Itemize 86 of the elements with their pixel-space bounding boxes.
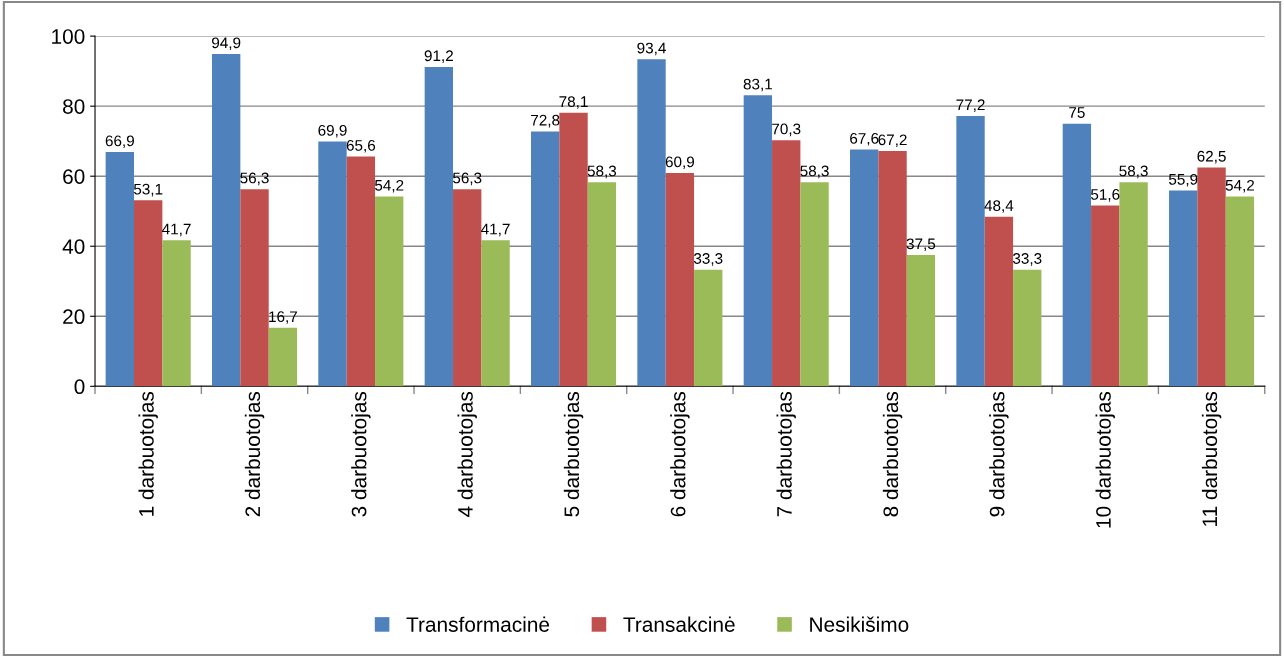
data-label: 67,6 [850, 132, 879, 146]
bar [694, 269, 723, 387]
data-label: 56,3 [240, 172, 269, 186]
data-label: 77,2 [956, 99, 985, 112]
data-label: 54,2 [374, 179, 404, 193]
data-label: 70,3 [772, 123, 801, 137]
data-label: 78,1 [559, 96, 588, 109]
data-label: 48,4 [984, 200, 1014, 213]
x-tick-label: 9 darbuotojas [989, 391, 1009, 517]
data-label: 60,9 [665, 156, 695, 170]
data-label: 58,3 [587, 165, 617, 179]
x-tick-label: 8 darbuotojas [882, 391, 903, 517]
data-label: 41,7 [162, 223, 191, 237]
data-label: 16,7 [269, 311, 297, 324]
data-label: 62,5 [1197, 150, 1226, 164]
data-label: 53,1 [133, 183, 163, 197]
x-tick-label: 4 darbuotojas [457, 391, 477, 517]
data-label: 93,4 [637, 42, 666, 56]
x-tick-label: 10 darbuotojas [1095, 391, 1115, 528]
data-label: 37,5 [906, 238, 936, 252]
bar [1091, 205, 1120, 387]
x-tick-label: 1 darbuotojas [138, 391, 158, 516]
bar [637, 59, 666, 387]
data-label: 66,9 [105, 135, 134, 149]
x-tick-label: 2 darbuotojas [244, 391, 265, 517]
x-tick-label: 7 darbuotojas [776, 391, 796, 517]
bar [162, 240, 191, 387]
legend-label: Transformacinė [406, 616, 550, 632]
bar [956, 115, 985, 387]
y-tick-label: 0 [74, 379, 85, 395]
y-tick-label: 20 [63, 309, 85, 325]
bar [878, 150, 907, 387]
data-label: 51,6 [1090, 189, 1120, 202]
bar [268, 327, 298, 387]
y-tick-label: 40 [62, 239, 85, 254]
data-label: 67,2 [878, 134, 907, 147]
bar [743, 95, 773, 387]
bar [984, 216, 1014, 387]
data-label: 54,2 [1225, 179, 1255, 193]
bar [772, 140, 801, 387]
x-tick-label: 6 darbuotojas [670, 391, 690, 517]
bar [105, 152, 135, 387]
bar [800, 182, 829, 387]
data-label: 58,3 [1119, 165, 1148, 179]
y-tick-label: 80 [63, 99, 85, 114]
data-label: 33,3 [1012, 253, 1042, 266]
bar [559, 112, 588, 387]
bar [346, 156, 376, 387]
bar [375, 196, 404, 387]
data-label: 33,3 [693, 253, 723, 266]
data-label: 56,3 [452, 172, 482, 186]
x-tick-label: 3 darbuotojas [351, 391, 371, 517]
bar [211, 53, 241, 387]
data-label: 94,9 [212, 37, 241, 50]
bar [1225, 196, 1255, 387]
data-label: 83,1 [743, 78, 772, 92]
bar [1169, 190, 1198, 387]
data-label: 55,9 [1168, 173, 1198, 187]
bar [665, 173, 695, 387]
bar [481, 240, 510, 387]
bar [850, 149, 879, 387]
data-label: 69,9 [318, 124, 347, 138]
bar [1013, 269, 1042, 387]
bar [1119, 182, 1148, 387]
x-tick-label: 11 darbuotojas [1201, 391, 1222, 526]
bar [240, 189, 269, 387]
bar [1062, 123, 1092, 387]
data-label: 65,6 [346, 139, 376, 153]
data-label: 72,8 [531, 114, 560, 128]
data-label: 41,7 [481, 223, 510, 237]
bar [1197, 167, 1226, 387]
bar [424, 66, 454, 387]
bar [531, 131, 560, 387]
bar [134, 200, 163, 387]
x-tick-label: 5 darbuotojas [563, 391, 584, 517]
bar [906, 255, 936, 387]
bar [587, 182, 617, 387]
legend-label: Nesikišimo [810, 616, 909, 632]
legend-label: Transakcinė [623, 616, 735, 632]
y-tick-label: 60 [63, 169, 85, 184]
y-tick-label: 100 [52, 29, 85, 44]
data-label: 58,3 [800, 165, 829, 179]
bar [453, 189, 482, 387]
data-label: 75 [1069, 107, 1085, 118]
data-label: 91,2 [424, 50, 453, 63]
bar [318, 141, 347, 387]
